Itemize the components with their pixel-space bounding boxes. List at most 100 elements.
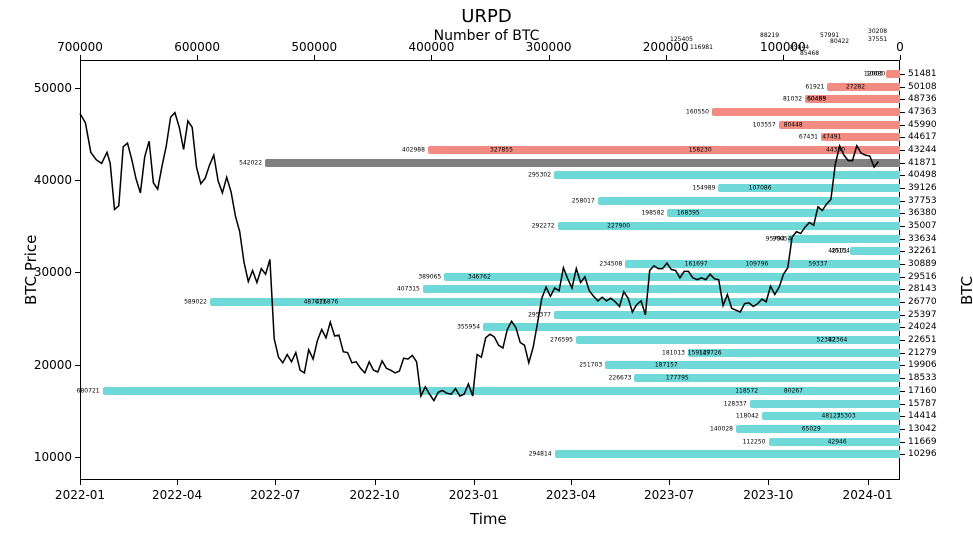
- tick-mark: [900, 251, 905, 252]
- tick-mark: [900, 74, 905, 75]
- tick-mark: [900, 112, 905, 113]
- bottom-tick-label: 2022-10: [349, 488, 399, 502]
- right-tick-label: 11669: [908, 437, 937, 447]
- tick-mark: [900, 213, 905, 214]
- tick-mark: [900, 188, 905, 189]
- right-tick-label: 37753: [908, 196, 937, 206]
- tick-mark: [431, 55, 432, 60]
- tick-mark: [666, 55, 667, 60]
- overflow-annotation: 125405: [670, 36, 693, 43]
- tick-mark: [783, 55, 784, 60]
- overflow-annotation: 116981: [690, 44, 713, 51]
- tick-mark: [197, 55, 198, 60]
- right-tick-label: 18533: [908, 373, 937, 383]
- bottom-tick-label: 2023-10: [743, 488, 793, 502]
- tick-mark: [75, 88, 80, 89]
- overflow-annotation: 30208: [868, 28, 887, 35]
- top-tick-label: 500000: [291, 40, 337, 54]
- right-tick-label: 10296: [908, 449, 937, 459]
- plot-area: 2948141122504294614002865029118042481273…: [80, 60, 900, 480]
- tick-mark: [900, 442, 905, 443]
- tick-mark: [900, 150, 905, 151]
- tick-mark: [900, 315, 905, 316]
- tick-mark: [80, 480, 81, 485]
- right-tick-label: 19906: [908, 360, 937, 370]
- tick-mark: [474, 480, 475, 485]
- right-tick-label: 22651: [908, 335, 937, 345]
- bottom-tick-label: 2022-07: [250, 488, 300, 502]
- right-tick-label: 32261: [908, 246, 937, 256]
- right-tick-label: 50108: [908, 82, 937, 92]
- right-tick-label: 36380: [908, 208, 937, 218]
- tick-mark: [900, 378, 905, 379]
- right-tick-label: 26770: [908, 297, 937, 307]
- tick-mark: [900, 404, 905, 405]
- tick-mark: [900, 87, 905, 88]
- right-tick-label: 41871: [908, 158, 937, 168]
- top-tick-label: 0: [896, 40, 904, 54]
- left-tick-label: 50000: [34, 81, 72, 95]
- right-tick-label: 13042: [908, 424, 937, 434]
- bottom-tick-label: 2023-07: [644, 488, 694, 502]
- tick-mark: [900, 429, 905, 430]
- right-tick-label: 29516: [908, 272, 937, 282]
- tick-mark: [177, 480, 178, 485]
- left-tick-label: 30000: [34, 265, 72, 279]
- right-tick-label: 40498: [908, 170, 937, 180]
- bottom-tick-label: 2023-04: [546, 488, 596, 502]
- tick-mark: [669, 480, 670, 485]
- bottom-tick-label: 2024-01: [843, 488, 893, 502]
- tick-mark: [900, 327, 905, 328]
- overflow-annotation: 37551: [868, 36, 887, 43]
- tick-mark: [549, 55, 550, 60]
- left-tick-label: 40000: [34, 173, 72, 187]
- tick-mark: [75, 457, 80, 458]
- top-tick-label: 700000: [57, 40, 103, 54]
- right-tick-label: 35007: [908, 221, 937, 231]
- tick-mark: [80, 55, 81, 60]
- tick-mark: [900, 277, 905, 278]
- tick-mark: [900, 353, 905, 354]
- right-tick-label: 15787: [908, 399, 937, 409]
- tick-mark: [900, 99, 905, 100]
- tick-mark: [275, 480, 276, 485]
- right-tick-label: 14414: [908, 411, 937, 421]
- tick-mark: [571, 480, 572, 485]
- price-line: [80, 60, 900, 480]
- bottom-tick-label: 2023-01: [449, 488, 499, 502]
- tick-mark: [768, 480, 769, 485]
- right-tick-label: 21279: [908, 348, 937, 358]
- left-tick-label: 20000: [34, 358, 72, 372]
- tick-mark: [75, 272, 80, 273]
- right-tick-label: 33634: [908, 234, 937, 244]
- overflow-annotation: 57991: [820, 32, 839, 39]
- right-tick-label: 44617: [908, 132, 937, 142]
- right-axis-title: BTC Price: [958, 268, 973, 305]
- right-tick-label: 43244: [908, 145, 937, 155]
- right-tick-label: 45990: [908, 120, 937, 130]
- tick-mark: [900, 226, 905, 227]
- tick-mark: [900, 391, 905, 392]
- tick-mark: [375, 480, 376, 485]
- tick-mark: [900, 454, 905, 455]
- overflow-annotation: 80422: [830, 38, 849, 45]
- right-tick-label: 47363: [908, 107, 937, 117]
- tick-mark: [900, 302, 905, 303]
- top-tick-label: 400000: [409, 40, 455, 54]
- right-tick-label: 28143: [908, 284, 937, 294]
- tick-mark: [75, 365, 80, 366]
- tick-mark: [900, 137, 905, 138]
- right-tick-label: 51481: [908, 69, 937, 79]
- tick-mark: [900, 365, 905, 366]
- overflow-annotation: 88219: [760, 32, 779, 39]
- right-tick-label: 39126: [908, 183, 937, 193]
- bottom-tick-label: 2022-04: [152, 488, 202, 502]
- tick-mark: [900, 125, 905, 126]
- chart-suptitle: URPD: [0, 6, 973, 27]
- top-tick-label: 300000: [526, 40, 572, 54]
- overflow-annotation: 85468: [800, 50, 819, 57]
- bottom-axis-title: Time: [470, 510, 507, 528]
- right-tick-label: 48736: [908, 94, 937, 104]
- right-tick-label: 30889: [908, 259, 937, 269]
- tick-mark: [900, 163, 905, 164]
